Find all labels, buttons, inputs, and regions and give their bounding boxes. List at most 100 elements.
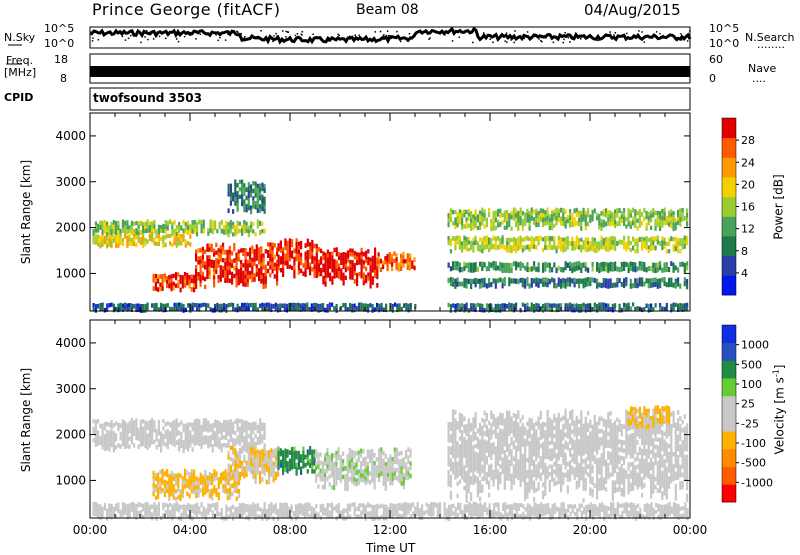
velocity-cell: [472, 445, 474, 450]
velocity-cell: [232, 470, 234, 474]
power-cell: [302, 303, 304, 307]
velocity-cell: [475, 424, 477, 428]
velocity-cell: [589, 475, 591, 480]
velocity-cell: [549, 480, 551, 484]
velocity-cell: [490, 431, 492, 436]
power-cell: [177, 280, 179, 284]
power-cell: [225, 304, 227, 309]
power-cell: [598, 268, 600, 273]
velocity-cell: [261, 469, 263, 474]
power-cell: [589, 246, 591, 251]
power-cell: [677, 242, 679, 246]
velocity-cell: [155, 473, 157, 477]
power-cell: [133, 234, 135, 238]
power-cell: [513, 242, 515, 247]
velocity-cell: [616, 429, 618, 433]
power-cell: [686, 266, 688, 271]
velocity-cell: [177, 477, 179, 481]
power-cell: [409, 262, 411, 267]
noise-search-point: [244, 36, 246, 38]
velocity-cell: [558, 440, 560, 444]
power-cell: [352, 268, 354, 272]
velocity-cell: [180, 420, 182, 424]
power-cell: [558, 278, 560, 283]
velocity-cell: [488, 453, 490, 458]
power-cell: [472, 303, 474, 307]
velocity-cell: [569, 477, 571, 482]
power-cell: [560, 279, 562, 284]
velocity-cell: [551, 428, 553, 433]
power-cell: [452, 282, 454, 287]
power-cell: [104, 229, 106, 234]
power-cell: [237, 308, 239, 313]
power-cell: [610, 283, 612, 288]
power-cell: [242, 275, 244, 279]
velocity-cell: [185, 445, 187, 450]
power-cell: [239, 195, 241, 199]
velocity-cell: [248, 467, 250, 472]
velocity-cell: [517, 439, 519, 444]
velocity-cell: [383, 462, 385, 466]
power-cell: [104, 236, 106, 241]
velocity-cell: [284, 464, 286, 468]
power-cell: [495, 279, 497, 284]
power-cell: [634, 307, 636, 311]
velocity-cell: [603, 462, 605, 466]
power-cell: [171, 225, 173, 229]
power-cell: [490, 263, 492, 268]
velocity-cell: [97, 438, 99, 442]
velocity-cell: [484, 476, 486, 481]
power-cell: [601, 211, 603, 215]
power-cell: [466, 279, 468, 284]
velocity-cell: [560, 418, 562, 422]
power-cell: [659, 241, 661, 246]
power-cell: [562, 238, 564, 242]
power-cell: [171, 232, 173, 236]
velocity-cell: [333, 473, 335, 478]
velocity-cell: [533, 464, 535, 469]
power-cell: [524, 279, 526, 284]
power-cell: [666, 262, 668, 267]
power-cell: [450, 213, 452, 218]
power-cell: [131, 230, 133, 235]
velocity-cell: [526, 494, 528, 499]
power-cell: [287, 265, 289, 270]
power-cell: [354, 255, 356, 260]
velocity-cell: [374, 461, 376, 466]
velocity-cell: [607, 463, 609, 467]
velocity-cell: [463, 478, 465, 483]
power-cell: [307, 265, 309, 269]
power-cell: [347, 266, 349, 271]
velocity-cell: [326, 468, 328, 473]
velocity-cell: [335, 474, 337, 478]
velocity-cell: [614, 432, 616, 437]
power-cell: [515, 242, 517, 246]
power-cell: [349, 307, 351, 311]
velocity-cell: [398, 475, 400, 479]
velocity-cell: [481, 430, 483, 434]
power-cell: [495, 261, 497, 266]
power-cell: [551, 304, 553, 309]
power-cell: [670, 261, 672, 266]
power-cell: [207, 303, 209, 308]
power-cell: [535, 303, 537, 307]
velocity-cell: [275, 456, 277, 461]
power-cell: [502, 235, 504, 240]
power-cell: [529, 307, 531, 311]
velocity-cell: [296, 455, 298, 460]
velocity-cell: [479, 448, 481, 453]
power-cell: [454, 279, 456, 284]
velocity-cell: [513, 425, 515, 430]
noise-search-point: [659, 33, 661, 35]
velocity-cell: [607, 475, 609, 479]
power-cell: [264, 201, 266, 206]
power-cell: [497, 223, 499, 227]
power-cell: [634, 213, 636, 217]
power-cell: [189, 235, 191, 239]
power-cell: [551, 222, 553, 226]
velocity-cell: [275, 472, 277, 477]
power-cell: [314, 269, 316, 274]
power-cell: [513, 212, 515, 217]
velocity-cell: [177, 480, 179, 484]
power-cell: [223, 307, 225, 311]
